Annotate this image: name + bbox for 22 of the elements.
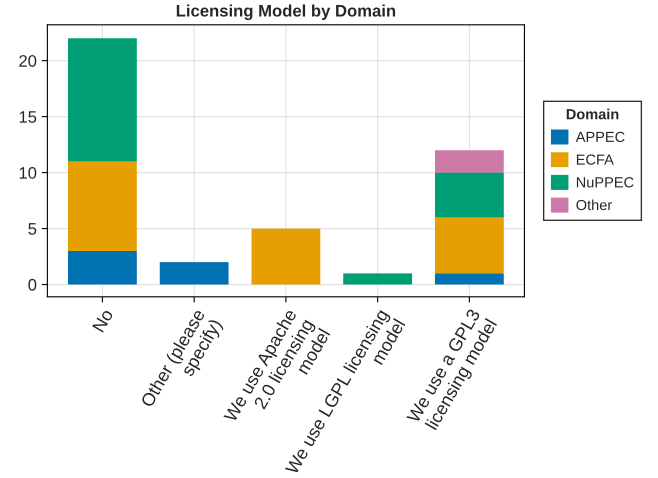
y-tick-label: 20 [19,55,36,67]
bar [434,273,504,285]
chart-title: Licensing Model by Domain [176,4,396,20]
y-tick-label: 10 [20,167,36,179]
x-tick-label: No [92,308,114,333]
legend-label: NuPPEC [576,177,634,188]
y-tick-label: 5 [28,223,36,235]
bar [160,262,229,285]
y-tick-label: 15 [20,111,36,123]
legend-label: ECFA [576,154,614,165]
legend-label: Other [576,199,612,210]
legend-label: APPEC [576,132,625,142]
bar [68,250,137,285]
bar [434,172,504,218]
bar [68,161,137,251]
legend-title: Domain [566,108,618,120]
bar [434,150,504,173]
bar [68,38,137,162]
y-tick-label: 0 [28,278,36,291]
bar [252,228,320,285]
bar [343,273,412,285]
bar [434,217,504,274]
